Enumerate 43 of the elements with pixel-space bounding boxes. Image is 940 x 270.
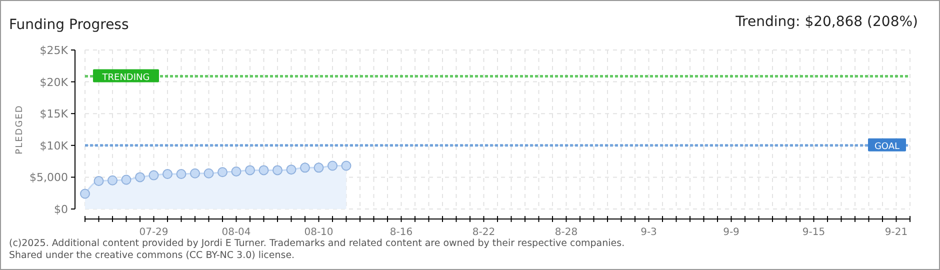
x-tick-label: 9-9 bbox=[723, 227, 740, 238]
text: (c)2025. Additional content provided by Jordi E Turner. Trademarks and related content are owned by their respective companies. bbox=[9, 238, 625, 249]
y-tick-label: $5,000 bbox=[30, 171, 68, 184]
y-tick-label: $15K bbox=[40, 108, 69, 121]
point bbox=[148, 170, 159, 180]
point bbox=[286, 164, 296, 175]
point bbox=[218, 167, 228, 178]
point bbox=[258, 165, 269, 176]
point bbox=[314, 162, 324, 173]
chart-title: Funding Progress bbox=[9, 17, 129, 33]
x-tick-label: 8-22 bbox=[472, 227, 496, 238]
text: Shared under the creative commons (CC BY-NC 3.0) license. bbox=[9, 250, 295, 261]
ref-line-label: GOAL bbox=[874, 142, 900, 152]
y-tick-label: $0 bbox=[54, 203, 68, 216]
x-tick-label: 07-29 bbox=[139, 227, 168, 238]
point bbox=[135, 172, 145, 182]
point bbox=[272, 165, 282, 176]
x-tick-label: 9-3 bbox=[640, 227, 657, 238]
point bbox=[300, 162, 310, 173]
chart-subtitle: Trending: $20,868 (208%) bbox=[734, 14, 918, 30]
point bbox=[108, 175, 118, 186]
ref-line-label: TRENDING bbox=[101, 72, 150, 83]
x-tick-label: 08-10 bbox=[304, 227, 334, 238]
point bbox=[190, 168, 200, 178]
point bbox=[121, 174, 132, 185]
y-tick-label: $25K bbox=[40, 44, 69, 57]
x-tick-label: 08-04 bbox=[222, 227, 251, 238]
point bbox=[328, 160, 338, 171]
point bbox=[204, 168, 214, 178]
x-tick-label: 9-21 bbox=[884, 227, 908, 238]
y-tick-label: $10K bbox=[40, 139, 69, 152]
point bbox=[94, 176, 104, 186]
x-tick-label: 8-16 bbox=[390, 227, 413, 238]
point bbox=[162, 169, 172, 180]
point bbox=[176, 169, 186, 180]
point bbox=[80, 188, 90, 199]
y-tick-label: $20K bbox=[40, 76, 69, 89]
point bbox=[341, 160, 352, 171]
x-tick-label: 8-28 bbox=[554, 227, 578, 238]
point bbox=[231, 166, 242, 176]
point bbox=[245, 165, 255, 176]
y-axis-title: PLEDGED bbox=[15, 104, 25, 154]
x-tick-label: 9-15 bbox=[802, 227, 826, 238]
